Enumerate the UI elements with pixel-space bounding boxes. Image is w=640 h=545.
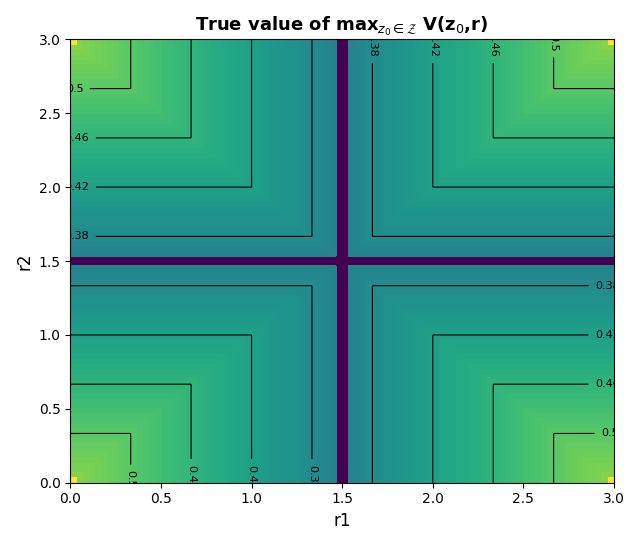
- Text: 0.38: 0.38: [65, 232, 89, 241]
- Text: 0.5: 0.5: [66, 83, 83, 94]
- Text: 0.46: 0.46: [186, 465, 196, 490]
- Text: 0.5: 0.5: [601, 428, 618, 439]
- Text: 0.42: 0.42: [595, 330, 620, 340]
- Title: True value of max$_{z_0\in \mathcal{Z}}$ V(z$_0$,r): True value of max$_{z_0\in \mathcal{Z}}$…: [195, 15, 489, 38]
- Y-axis label: r2: r2: [15, 252, 33, 270]
- Text: 0.42: 0.42: [246, 465, 257, 490]
- Text: 0.42: 0.42: [65, 182, 89, 192]
- Text: 0.5: 0.5: [548, 34, 559, 52]
- Text: 0.5: 0.5: [125, 470, 136, 488]
- Text: 0.42: 0.42: [428, 32, 438, 57]
- Text: 0.46: 0.46: [488, 32, 498, 57]
- Text: 0.38: 0.38: [367, 32, 378, 57]
- Text: 0.38: 0.38: [307, 465, 317, 490]
- X-axis label: r1: r1: [333, 512, 351, 530]
- Text: 0.46: 0.46: [595, 379, 620, 389]
- Text: 0.46: 0.46: [65, 133, 89, 143]
- Text: 0.38: 0.38: [595, 281, 620, 290]
